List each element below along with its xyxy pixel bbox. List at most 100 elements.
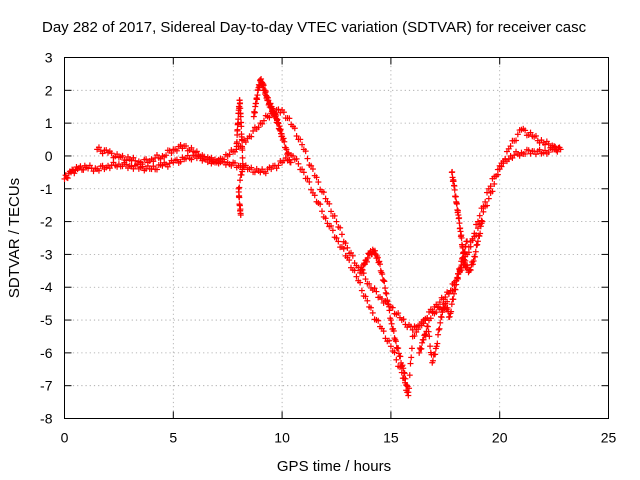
data-point	[362, 276, 369, 283]
data-point	[322, 195, 329, 202]
data-point	[337, 224, 344, 231]
data-point	[451, 290, 458, 297]
data-point	[108, 150, 115, 157]
data-point	[367, 304, 374, 311]
data-point	[451, 186, 458, 193]
data-point	[322, 215, 329, 222]
data-point	[405, 389, 412, 396]
data-point	[299, 166, 306, 173]
x-tick-label: 20	[492, 430, 508, 446]
data-point	[132, 157, 139, 164]
data-point	[333, 218, 340, 225]
data-point	[328, 222, 335, 229]
data-point	[297, 136, 304, 143]
data-point	[99, 162, 106, 169]
data-point	[353, 273, 360, 280]
data-point	[514, 131, 521, 138]
y-axis-label: SDTVAR / TECUs	[6, 178, 23, 298]
data-point	[293, 155, 300, 162]
data-points	[61, 75, 564, 399]
data-point	[454, 274, 461, 281]
data-point	[532, 132, 539, 139]
data-point	[317, 201, 324, 208]
data-point	[452, 286, 459, 293]
data-point	[63, 174, 70, 181]
data-point	[309, 166, 316, 173]
data-point	[500, 160, 507, 167]
data-point	[552, 143, 559, 150]
data-point	[399, 362, 406, 369]
data-point	[453, 200, 460, 207]
data-point	[391, 349, 398, 356]
data-point	[237, 177, 244, 184]
data-point	[374, 254, 381, 261]
data-point	[400, 316, 407, 323]
data-point	[308, 162, 315, 169]
data-point	[419, 339, 426, 346]
data-point	[400, 365, 407, 372]
data-point	[163, 152, 170, 159]
data-point	[143, 156, 150, 163]
y-tick-label: 2	[45, 82, 53, 98]
data-point	[525, 147, 532, 154]
data-point	[456, 220, 463, 227]
data-point	[313, 174, 320, 181]
data-point	[397, 353, 404, 360]
data-point	[153, 166, 160, 173]
data-point	[425, 328, 432, 335]
data-point	[434, 340, 441, 347]
data-point	[363, 258, 370, 265]
data-point	[433, 343, 440, 350]
data-point	[287, 159, 294, 166]
data-point	[513, 137, 520, 144]
data-point	[455, 271, 462, 278]
data-point	[474, 238, 481, 245]
data-point	[315, 179, 322, 186]
data-point	[479, 218, 486, 225]
axis-ticks: 0 5 10 15 20 25 -8 -7 -6 -5 -4 -3 -2 -1 0 1 2 3	[40, 50, 616, 446]
data-point	[371, 247, 378, 254]
data-point	[401, 370, 408, 377]
data-point	[324, 220, 331, 227]
data-point	[457, 264, 464, 271]
data-point	[416, 349, 423, 356]
data-point	[395, 345, 402, 352]
data-point	[420, 320, 427, 327]
data-point	[346, 257, 353, 264]
data-point	[452, 193, 459, 200]
data-point	[487, 183, 494, 190]
data-point	[420, 336, 427, 343]
data-point	[177, 158, 184, 165]
data-point	[119, 152, 126, 159]
data-point	[476, 212, 483, 219]
data-point	[266, 114, 273, 121]
data-point	[373, 288, 380, 295]
data-point	[390, 327, 397, 334]
data-point	[411, 332, 418, 339]
data-point	[382, 289, 389, 296]
data-point	[275, 120, 282, 127]
data-point	[387, 317, 394, 324]
data-point	[382, 285, 389, 292]
data-point	[71, 170, 78, 177]
data-point	[95, 167, 102, 174]
data-point	[467, 267, 474, 274]
data-point	[293, 133, 300, 140]
data-point	[442, 294, 449, 301]
data-point	[458, 234, 465, 241]
data-point	[496, 166, 503, 173]
data-point	[437, 319, 444, 326]
y-tick-label: -7	[40, 378, 53, 394]
data-point	[320, 189, 327, 196]
data-point	[507, 143, 514, 150]
data-point	[502, 156, 509, 163]
data-point	[286, 115, 293, 122]
data-point	[494, 171, 501, 178]
data-point	[306, 178, 313, 185]
data-point	[422, 332, 429, 339]
data-point	[448, 308, 455, 315]
data-point	[371, 285, 378, 292]
data-point	[415, 326, 422, 333]
data-point	[511, 152, 518, 159]
data-point	[331, 212, 338, 219]
